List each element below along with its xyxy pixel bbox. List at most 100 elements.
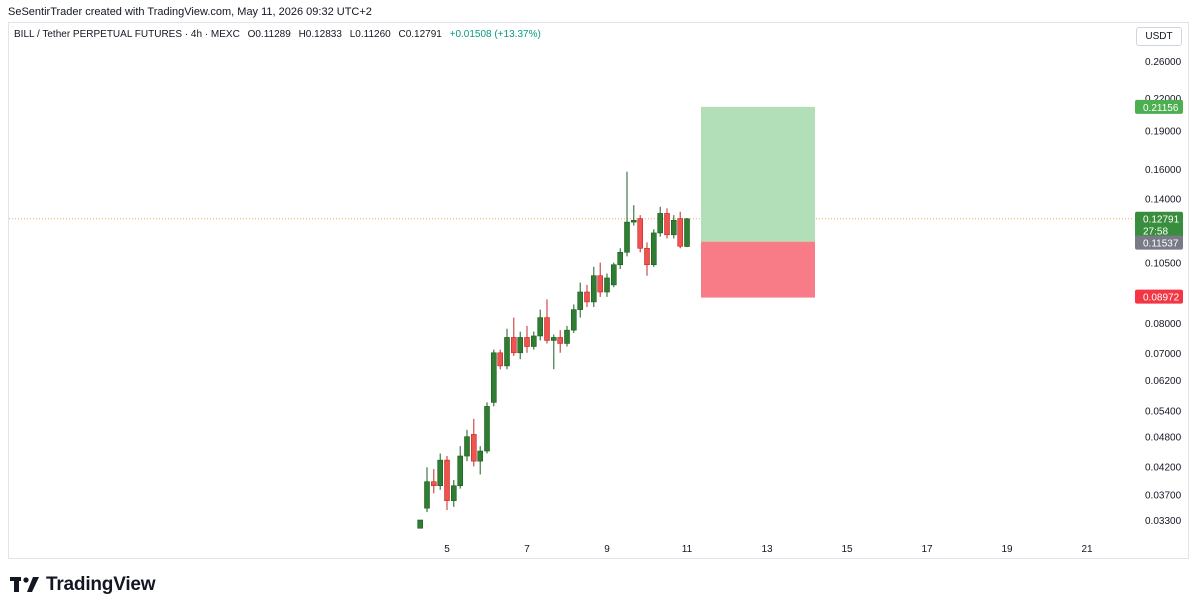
candle <box>530 331 537 350</box>
x-tick-label: 17 <box>921 544 933 555</box>
candle-body <box>550 337 557 341</box>
candle <box>610 262 617 288</box>
y-tick-label: 0.03700 <box>1145 491 1182 502</box>
x-tick-label: 21 <box>1081 544 1093 555</box>
candle-body <box>597 275 604 293</box>
tradingview-wordmark: TradingView <box>46 574 156 595</box>
candle <box>664 208 670 239</box>
candle <box>644 242 650 276</box>
candle <box>544 299 550 344</box>
x-tick-label: 7 <box>524 544 530 555</box>
candle <box>630 205 637 226</box>
candle <box>637 215 644 253</box>
candle-body <box>517 337 524 354</box>
candle-body <box>444 459 450 501</box>
candle <box>670 215 677 239</box>
currency-selector[interactable]: USDT <box>1136 27 1182 46</box>
candle-body <box>477 450 484 462</box>
candle-body <box>644 247 650 266</box>
candle <box>444 456 450 511</box>
y-tick-label: 0.19000 <box>1145 127 1182 138</box>
candle <box>437 453 444 490</box>
candle <box>457 446 464 489</box>
candle <box>577 282 584 318</box>
candle <box>497 349 504 370</box>
candle-body <box>504 337 510 367</box>
chart-caption: SeSentirTrader created with TradingView.… <box>8 6 372 18</box>
tradingview-logo-icon <box>10 577 39 592</box>
candle-body <box>584 291 590 303</box>
candle <box>450 480 457 507</box>
candle <box>470 418 477 467</box>
candle-body <box>657 213 664 234</box>
current-price-label: 0.12791 27:58 <box>1135 211 1183 238</box>
tradingview-brand[interactable]: TradingView <box>10 574 156 596</box>
candle <box>464 429 470 462</box>
candle-body <box>430 481 437 487</box>
candle <box>417 519 424 529</box>
candle-body <box>464 436 470 457</box>
y-tick-label: 0.07000 <box>1145 349 1182 360</box>
legend-change: +0.01508 (+13.37%) <box>449 29 541 40</box>
target-price-text: 0.21156 <box>1143 103 1179 114</box>
x-tick-label: 19 <box>1001 544 1013 555</box>
candle-body <box>624 221 630 253</box>
entry-price-label: 0.11537 <box>1135 235 1183 250</box>
legend-open: O0.11289 <box>247 29 291 40</box>
legend-symbol: BILL / Tether PERPETUAL FUTURES · 4h · M… <box>14 29 240 40</box>
symbol-legend[interactable]: BILL / Tether PERPETUAL FUTURES · 4h · M… <box>14 29 541 40</box>
candle <box>617 248 624 270</box>
candle-body <box>530 335 537 347</box>
candle <box>570 304 577 334</box>
y-tick-label: 0.05400 <box>1145 406 1182 417</box>
y-tick-label: 0.04800 <box>1145 433 1182 444</box>
y-tick-label: 0.08000 <box>1145 319 1182 330</box>
candle <box>550 334 557 370</box>
y-axis[interactable]: 0.26000 0.22000 0.19000 0.16000 0.14000 0.105… <box>1145 57 1182 527</box>
countdown-text: 27:58 <box>1143 227 1168 238</box>
candle <box>430 469 437 494</box>
y-tick-label: 0.26000 <box>1145 57 1182 68</box>
chart-frame <box>8 22 1189 559</box>
candle-body <box>537 317 544 337</box>
candle <box>597 262 604 297</box>
candles <box>417 171 690 529</box>
candle-body <box>497 352 504 367</box>
candle <box>604 273 610 297</box>
candle-body <box>604 277 610 293</box>
legend-high: H0.12833 <box>298 29 342 40</box>
candle <box>657 206 664 237</box>
candle-body <box>484 406 490 452</box>
candle <box>624 171 630 257</box>
candle-body <box>670 220 677 236</box>
target-zone[interactable] <box>701 106 815 242</box>
legend-low: L0.11260 <box>349 29 391 40</box>
target-price-label: 0.21156 <box>1135 99 1183 114</box>
candle <box>524 325 530 353</box>
candle-body <box>650 232 657 266</box>
candle-body <box>610 264 617 286</box>
candle-body <box>544 317 550 341</box>
current-price-text: 0.12791 <box>1143 215 1180 226</box>
legend-close: C0.12791 <box>398 29 442 40</box>
candle-body <box>470 434 477 462</box>
candle-body <box>417 519 424 529</box>
candle-body <box>510 337 517 354</box>
candle-body <box>457 455 464 487</box>
y-tick-label: 0.03300 <box>1145 516 1182 527</box>
stop-price-label: 0.08972 <box>1135 289 1183 304</box>
y-tick-label: 0.10500 <box>1145 259 1182 270</box>
x-axis[interactable]: 5 7 9 11 13 15 17 19 21 <box>444 544 1093 555</box>
candle <box>557 330 564 353</box>
candle-body <box>637 218 644 249</box>
candle <box>424 467 430 513</box>
candle-body <box>570 309 577 331</box>
candle-body <box>450 485 457 501</box>
stop-zone[interactable] <box>701 241 815 298</box>
x-tick-label: 9 <box>604 544 610 555</box>
candle-body <box>524 337 530 347</box>
candle-body <box>677 218 684 247</box>
candle-body <box>490 352 497 403</box>
candle <box>677 211 684 249</box>
